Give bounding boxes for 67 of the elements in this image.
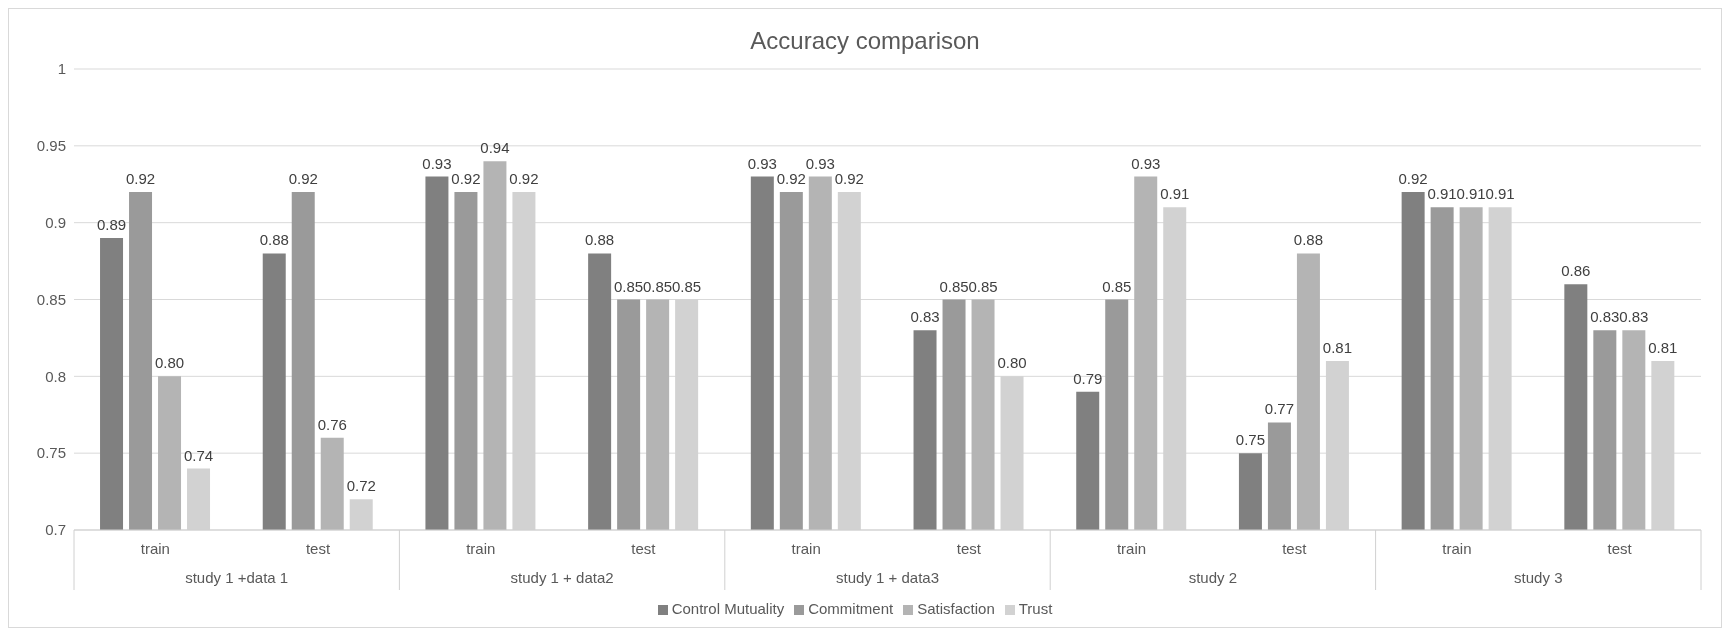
- y-tick-label: 0.8: [45, 367, 66, 385]
- data-label: 0.72: [346, 477, 376, 495]
- data-label: 0.81: [1648, 338, 1678, 356]
- x-tick-label: train: [140, 540, 170, 557]
- data-label: 0.75: [1235, 431, 1266, 449]
- data-label: 0.94: [480, 139, 510, 157]
- data-label: 0.86: [1561, 262, 1591, 280]
- data-label: 0.92: [834, 169, 864, 187]
- legend-label: Control Mutuality: [671, 600, 785, 617]
- text: study 1 + data3: [836, 569, 939, 586]
- data-label: 0.83: [910, 308, 940, 326]
- y-tick-label: 0.7: [45, 521, 66, 539]
- x-tick-label: train: [466, 540, 496, 557]
- data-label: 0.89: [96, 216, 127, 234]
- data-label: 0.93: [747, 154, 777, 172]
- x-tick-label: test: [1282, 540, 1308, 557]
- y-tick-label: 0.75: [36, 444, 66, 462]
- x-tick-label: test: [1607, 540, 1633, 557]
- y-tick-label: 1: [57, 60, 66, 78]
- data-label: 0.85: [614, 277, 644, 295]
- x-tick-label: test: [956, 540, 982, 557]
- legend-label: Satisfaction: [917, 600, 995, 617]
- data-label: 0.83: [1619, 308, 1649, 326]
- data-label: 0.92: [125, 169, 156, 187]
- data-label: 0.93: [422, 154, 452, 172]
- x-tick-label: train: [1116, 540, 1147, 557]
- data-label: 0.93: [1131, 154, 1161, 172]
- data-label: 0.81: [1322, 338, 1353, 356]
- data-label: 0.93: [805, 154, 835, 172]
- data-label: 0.74: [183, 446, 214, 464]
- data-label: 0.76: [317, 415, 347, 433]
- data-label: 0.92: [509, 169, 539, 187]
- data-label: 0.92: [288, 169, 318, 187]
- data-label: 0.88: [585, 231, 615, 249]
- chart-title: Accuracy comparison: [749, 27, 981, 55]
- data-label: 0.91: [1160, 185, 1190, 203]
- x-tick-label: test: [631, 540, 657, 557]
- text: study 1 + data2: [510, 569, 614, 586]
- data-label: 0.91: [1427, 185, 1457, 203]
- text: study 1 +data 1: [185, 569, 289, 586]
- data-label: 0.85: [968, 277, 998, 295]
- x-tick-label: train: [791, 540, 821, 557]
- text: study 3: [1514, 569, 1563, 586]
- data-label: 0.91: [1456, 185, 1486, 203]
- legend-label: Commitment: [808, 600, 894, 617]
- y-tick-label: 0.85: [36, 290, 66, 308]
- data-label: 0.85: [1102, 277, 1132, 295]
- data-label: 0.79: [1073, 369, 1103, 387]
- data-label: 0.85: [643, 277, 673, 295]
- data-label: 0.92: [1398, 169, 1428, 187]
- x-tick-label: test: [305, 540, 331, 557]
- data-label: 0.88: [259, 231, 289, 249]
- text: study 2: [1188, 569, 1238, 586]
- legend-label: Trust: [1018, 600, 1053, 617]
- data-label: 0.85: [672, 277, 702, 295]
- data-label: 0.83: [1590, 308, 1620, 326]
- data-label: 0.80: [154, 354, 185, 372]
- data-label: 0.92: [451, 169, 481, 187]
- data-label: 0.77: [1264, 400, 1295, 418]
- data-label: 0.80: [997, 354, 1027, 372]
- x-tick-label: train: [1442, 540, 1472, 557]
- y-tick-label: 0.95: [36, 137, 66, 155]
- data-label: 0.92: [776, 169, 806, 187]
- data-label: 0.85: [939, 277, 969, 295]
- data-label: 0.91: [1485, 185, 1515, 203]
- y-tick-label: 0.9: [45, 213, 66, 231]
- data-label: 0.88: [1293, 231, 1324, 249]
